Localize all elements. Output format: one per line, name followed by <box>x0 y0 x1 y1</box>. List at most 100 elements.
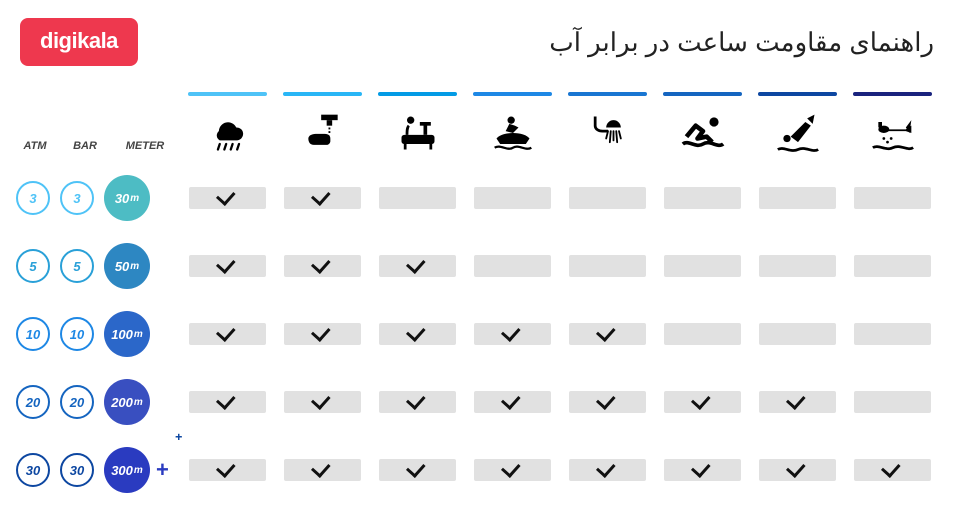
cell-wash-hands <box>277 436 368 504</box>
cell-shower <box>562 300 653 368</box>
check-icon <box>595 322 615 342</box>
cell-shower <box>562 368 653 436</box>
cell-box <box>474 187 550 209</box>
cell-box <box>569 391 645 413</box>
cell-swimming <box>657 300 748 368</box>
cell-box <box>759 323 835 345</box>
row-50m-badges: 5550m <box>8 232 178 300</box>
cell-box <box>854 187 930 209</box>
cell-bathing <box>372 300 463 368</box>
legend-header: ATMBARMETER <box>8 92 178 158</box>
col-wash-hands <box>277 92 368 164</box>
check-icon <box>405 254 425 274</box>
cell-rain <box>182 164 273 232</box>
cell-box <box>284 459 360 481</box>
row-100m-badges: 1010100m <box>8 300 178 368</box>
cell-rain <box>182 232 273 300</box>
col-scuba <box>847 92 938 164</box>
cell-box <box>379 255 455 277</box>
cell-shower <box>562 436 653 504</box>
check-icon <box>500 458 520 478</box>
cell-box <box>189 391 265 413</box>
col-bar <box>853 92 932 96</box>
unit-badge: 3 <box>16 181 50 215</box>
unit-badge: 20 <box>16 385 50 419</box>
col-bar <box>473 92 552 96</box>
meter-badge: 50m <box>104 243 150 289</box>
cell-box <box>759 459 835 481</box>
diving-icon <box>752 102 843 164</box>
unit-badge: 20 <box>60 385 94 419</box>
logo-badge: digikala <box>20 18 138 66</box>
check-icon <box>500 322 520 342</box>
cell-wash-hands <box>277 232 368 300</box>
cell-box <box>284 391 360 413</box>
resistance-table: ATMBARMETER3330m5550m1010100m2020200m30+… <box>0 92 960 504</box>
cell-diving <box>752 300 843 368</box>
shower-icon <box>562 102 653 164</box>
wash-hands-icon <box>277 102 368 164</box>
unit-badge: 30+ <box>60 453 94 487</box>
cell-rain <box>182 368 273 436</box>
cell-box <box>474 391 550 413</box>
cell-box <box>664 255 740 277</box>
cell-box <box>379 459 455 481</box>
check-icon <box>215 390 235 410</box>
col-bar <box>758 92 837 96</box>
cell-box <box>569 459 645 481</box>
cell-wash-hands <box>277 300 368 368</box>
check-icon <box>880 458 900 478</box>
row-200m-badges: 20 20 200m <box>8 368 178 436</box>
cell-wash-hands <box>277 164 368 232</box>
cell-diving <box>752 232 843 300</box>
check-icon <box>215 254 235 274</box>
check-icon <box>405 458 425 478</box>
unit-badge: 5 <box>60 249 94 283</box>
plus-icon: + <box>156 457 169 483</box>
cell-shower <box>562 164 653 232</box>
unit-badge: 10 <box>16 317 50 351</box>
swimming-icon <box>657 102 748 164</box>
col-jetski <box>467 92 558 164</box>
cell-box <box>664 459 740 481</box>
cell-bathing <box>372 368 463 436</box>
cell-bathing <box>372 164 463 232</box>
cell-box <box>474 323 550 345</box>
bathing-icon <box>372 102 463 164</box>
cell-box <box>759 391 835 413</box>
check-icon <box>215 186 235 206</box>
check-icon <box>785 390 805 410</box>
cell-box <box>474 459 550 481</box>
cell-box <box>664 391 740 413</box>
col-shower <box>562 92 653 164</box>
check-icon <box>405 390 425 410</box>
col-bathing <box>372 92 463 164</box>
cell-scuba <box>847 300 938 368</box>
cell-box <box>569 323 645 345</box>
cell-box <box>474 255 550 277</box>
cell-scuba <box>847 436 938 504</box>
meter-badge: 200m <box>104 379 150 425</box>
cell-box <box>664 187 740 209</box>
cell-box <box>284 255 360 277</box>
legend-bar: BAR <box>66 140 104 152</box>
cell-jetski <box>467 232 558 300</box>
unit-badge: 3 <box>60 181 94 215</box>
cell-diving <box>752 368 843 436</box>
cell-box <box>284 323 360 345</box>
col-bar <box>283 92 362 96</box>
cell-swimming <box>657 436 748 504</box>
cell-jetski <box>467 368 558 436</box>
header: digikala راهنمای مقاومت ساعت در برابر آب <box>0 0 960 92</box>
cell-box <box>854 323 930 345</box>
cell-box <box>189 255 265 277</box>
col-bar <box>568 92 647 96</box>
cell-shower <box>562 232 653 300</box>
page-title: راهنمای مقاومت ساعت در برابر آب <box>549 27 934 58</box>
meter-badge: 300m <box>104 447 150 493</box>
row-30m-badges: 3330m <box>8 164 178 232</box>
col-swimming <box>657 92 748 164</box>
check-icon <box>595 458 615 478</box>
cell-box <box>569 187 645 209</box>
check-icon <box>215 458 235 478</box>
